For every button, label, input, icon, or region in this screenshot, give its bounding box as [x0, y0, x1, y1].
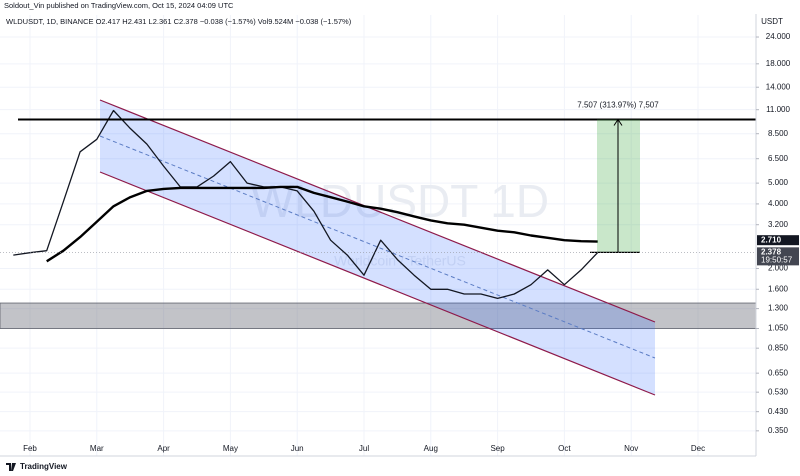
y-tick-label: 5.000	[768, 178, 789, 187]
x-tick-label: Sep	[490, 444, 505, 453]
y-tick-label: 0.650	[768, 368, 789, 377]
y-tick-label: 8.500	[768, 129, 789, 138]
moving-average	[46, 185, 598, 263]
x-tick-label: Oct	[558, 444, 571, 453]
y-tick-label: 4.000	[768, 199, 789, 208]
price-badge	[757, 235, 799, 246]
x-tick-label: Aug	[424, 444, 438, 453]
price-badge-label: 2.378	[761, 247, 782, 256]
y-tick-label: 0.350	[768, 426, 789, 435]
grid	[0, 15, 756, 456]
channel-upper	[99, 99, 656, 323]
x-tick-label: Nov	[624, 444, 638, 453]
plot: 7.507 (313.97%) 7,507	[0, 101, 756, 300]
channel-lower	[99, 171, 656, 396]
watermark-sub: Worldcoin / TetherUS	[334, 253, 466, 269]
x-tick-label: Mar	[90, 444, 104, 453]
y-tick-label: 18.000	[766, 59, 791, 68]
author-line: Soldout_Vin published on TradingView.com…	[4, 1, 234, 10]
x-tick-label: Apr	[157, 444, 170, 453]
y-tick-label: 24.000	[766, 32, 791, 41]
y-tick-label: 14.000	[766, 82, 791, 91]
price-badge-label: 2.710	[761, 235, 782, 244]
y-tick-label: 1.050	[768, 324, 789, 333]
watermark: WLDUSDT 1D	[251, 175, 549, 227]
x-tick-label: Dec	[691, 444, 705, 453]
logo-icon	[6, 463, 16, 471]
x-tick-label: Jun	[291, 444, 304, 453]
support-zone	[0, 302, 757, 329]
y-tick-label: 1.300	[768, 304, 789, 313]
price-badge	[757, 247, 799, 266]
x-tick-label: May	[223, 444, 238, 453]
footer-logo: TradingView	[20, 462, 68, 471]
y-tick-label: 11.000	[766, 105, 790, 114]
y-tick-label: 3.200	[768, 220, 789, 229]
y-tick-label: 0.850	[768, 343, 789, 352]
price-badge-time: 19:50:57	[761, 255, 793, 264]
support-zone-layer	[0, 302, 757, 329]
y-tick-label: 6.500	[768, 154, 789, 163]
y-tick-label: 1.600	[768, 284, 789, 293]
y-tick-label: 2.000	[768, 264, 789, 273]
y-tick-label: 0.430	[768, 407, 789, 416]
arrow-head	[613, 118, 623, 126]
x-tick-label: Feb	[23, 444, 37, 453]
projection-label: 7.507 (313.97%) 7,507	[577, 101, 659, 110]
currency: USDT	[761, 17, 783, 26]
y-tick-label: 0.530	[768, 387, 789, 396]
price-line	[13, 109, 599, 300]
symbol-info: WLDUSDT, 1D, BINANCE O2.417 H2.431 L2.36…	[6, 17, 352, 26]
x-tick-label: Jul	[359, 444, 369, 453]
channel-mid	[99, 135, 656, 359]
